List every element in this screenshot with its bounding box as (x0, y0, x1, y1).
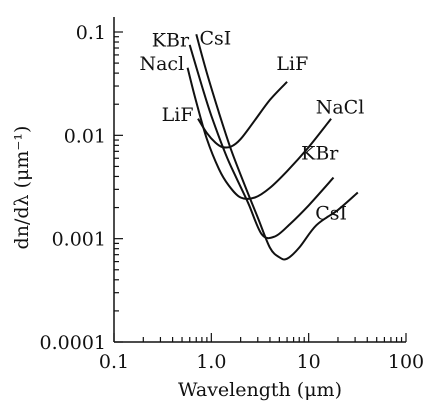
curve-kbr (188, 44, 335, 240)
curve-label: LiF (276, 53, 308, 75)
x-tick-label: 10 (297, 351, 321, 373)
curve-label: KBr (152, 29, 190, 51)
annotations: KBr CsI Nacl LiF LiF NaCl KBr CsI (139, 28, 364, 225)
x-tick-label: 1.0 (196, 351, 226, 373)
y-tick-label: 0.01 (64, 125, 106, 147)
tick-labels: 0.1 1.0 10 100 0.0001 0.001 0.01 0.1 (40, 22, 425, 373)
curve-label: Nacl (139, 53, 184, 75)
axes (113, 17, 406, 343)
y-tick-label: 0.001 (52, 229, 106, 251)
y-tick-label: 0.0001 (40, 332, 106, 354)
ticks (113, 31, 407, 343)
curves (186, 34, 359, 261)
y-axis-label: dn/dλ (μm⁻¹) (11, 126, 33, 250)
curve-label: CsI (315, 202, 347, 224)
x-axis-label: Wavelength (μm) (178, 379, 342, 401)
curve-csi (195, 34, 359, 261)
curve-label: KBr (301, 143, 339, 165)
curve-label: NaCl (316, 97, 365, 119)
y-tick-label: 0.1 (76, 22, 106, 44)
curve-nacl (186, 67, 332, 200)
x-tick-label: 0.1 (99, 351, 129, 373)
curve-label: CsI (199, 28, 231, 50)
curve-lif (197, 81, 288, 149)
x-tick-label: 100 (388, 351, 424, 373)
curve-label: LiF (162, 104, 194, 126)
